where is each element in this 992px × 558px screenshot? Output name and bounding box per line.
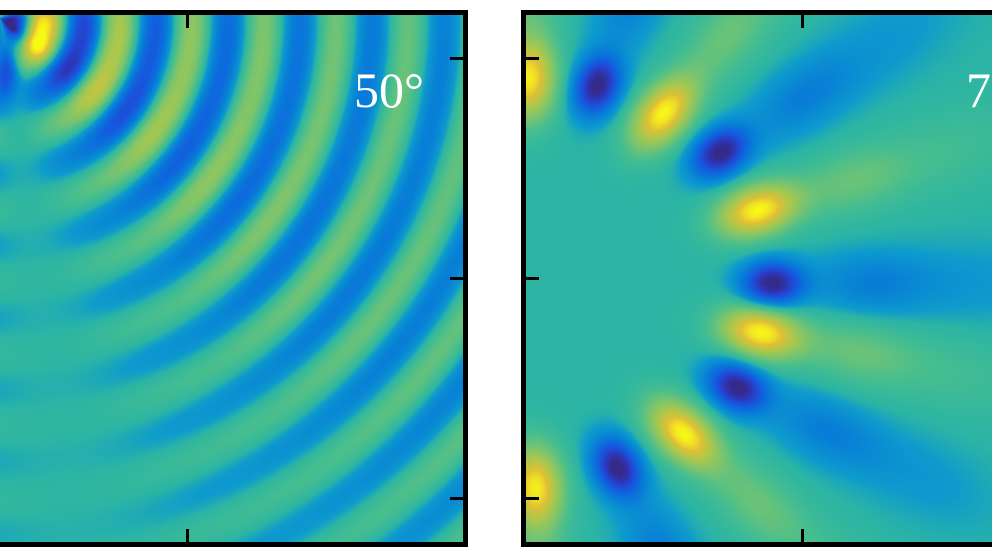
axis-border-right	[463, 10, 468, 547]
axis-tick	[186, 529, 189, 542]
left-angle-label: 50°	[354, 62, 424, 118]
axis-border-bottom	[0, 542, 468, 547]
axis-tick	[450, 277, 463, 280]
right-angle-label: 70°	[966, 62, 992, 118]
axis-border-top	[0, 10, 468, 15]
axis-tick	[450, 57, 463, 60]
axis-border-left	[521, 10, 526, 547]
axis-tick	[801, 15, 804, 28]
left-wave-panel: 50°	[0, 10, 468, 547]
axis-tick	[526, 57, 539, 60]
right-heatmap-canvas	[526, 15, 992, 542]
axis-border-top	[521, 10, 992, 15]
axis-tick	[526, 497, 539, 500]
axis-tick	[186, 15, 189, 28]
right-wave-panel: 70°	[521, 10, 992, 547]
axis-tick	[526, 277, 539, 280]
axis-border-bottom	[521, 542, 992, 547]
left-heatmap-canvas	[0, 15, 463, 542]
axis-tick	[450, 497, 463, 500]
axis-tick	[801, 529, 804, 542]
